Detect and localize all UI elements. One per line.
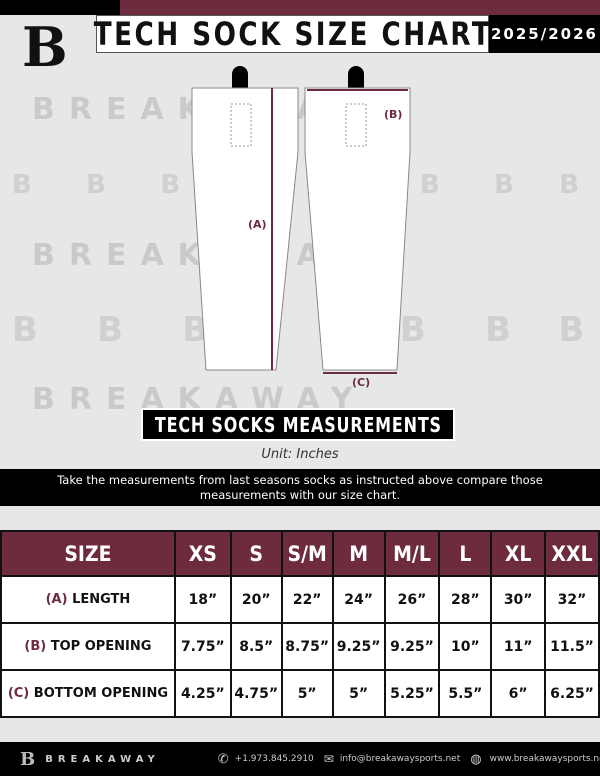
sock-tab-right xyxy=(348,66,364,94)
cell: 11” xyxy=(490,622,547,671)
footer-email[interactable]: info@breakawaysports.net xyxy=(339,754,461,764)
top-bar-maroon xyxy=(120,0,600,15)
cell: 32” xyxy=(544,575,600,624)
title-box: TECH SOCK SIZE CHART xyxy=(93,15,492,53)
cell: 6” xyxy=(490,669,547,718)
phone-icon: ✆ xyxy=(217,751,229,767)
sock-diagram xyxy=(191,66,411,374)
logo: B xyxy=(22,15,68,79)
cell: 30” xyxy=(490,575,547,624)
table-row: (A) LENGTH 18” 20” 22” 24” 26” 28” 30” 32” xyxy=(0,575,600,624)
cell: 6.25” xyxy=(544,669,600,718)
cell: 11.5” xyxy=(544,622,600,671)
row-label: (C) BOTTOM OPENING xyxy=(0,669,176,718)
size-header: SIZE xyxy=(0,530,176,577)
cell: 5.25” xyxy=(383,669,441,718)
top-bar-black xyxy=(0,0,120,15)
cell: 5.5” xyxy=(438,669,493,718)
cell: 4.75” xyxy=(229,669,283,718)
season: 2025/2026 xyxy=(491,25,598,43)
season-box: 2025/2026 xyxy=(489,15,600,53)
globe-icon: ◍ xyxy=(470,751,482,767)
size-xxl: XXL xyxy=(544,530,600,577)
sock-right xyxy=(304,87,411,371)
label-a: (A) xyxy=(248,218,267,231)
section-title: TECH SOCKS MEASUREMENTS xyxy=(154,412,442,437)
footer-phone[interactable]: +1.973.845.2910 xyxy=(234,754,314,764)
mail-icon: ✉ xyxy=(323,752,334,766)
row-label: (B) TOP OPENING xyxy=(0,622,176,671)
cell: 8.5” xyxy=(229,622,283,671)
table-row: (C) BOTTOM OPENING 4.25” 4.75” 5” 5” 5.25” 5.… xyxy=(0,669,600,718)
cell: 5” xyxy=(280,669,334,718)
footer: B BREAKAWAY ✆ +1.973.845.2910 ✉ info@bre… xyxy=(0,742,600,776)
cell: 28” xyxy=(438,575,493,624)
size-xs: XS xyxy=(173,530,232,577)
sock-left xyxy=(191,87,299,371)
size-l: L xyxy=(438,530,493,577)
row-label: (A) LENGTH xyxy=(0,575,176,624)
cell: 8.75” xyxy=(280,622,334,671)
cell: 7.75” xyxy=(173,622,232,671)
cell: 9.25” xyxy=(383,622,441,671)
instructions: Take the measurements from last seasons … xyxy=(57,472,543,502)
page-title: TECH SOCK SIZE CHART xyxy=(93,15,492,53)
size-sm: S/M xyxy=(280,530,334,577)
table-header-row: SIZE XS S S/M M M/L L XL XXL xyxy=(0,530,600,577)
footer-logo: B xyxy=(20,748,36,770)
section-title-box: TECH SOCKS MEASUREMENTS xyxy=(141,408,455,441)
cell: 10” xyxy=(438,622,493,671)
cell: 24” xyxy=(331,575,386,624)
table-row: (B) TOP OPENING 7.75” 8.5” 8.75” 9.25” 9.25”… xyxy=(0,622,600,671)
size-xl: XL xyxy=(490,530,547,577)
cell: 5” xyxy=(331,669,386,718)
size-m: M xyxy=(331,530,386,577)
size-s: S xyxy=(229,530,283,577)
footer-brand: BREAKAWAY xyxy=(45,753,160,765)
label-c: (C) xyxy=(352,376,371,389)
cell: 18” xyxy=(173,575,232,624)
cell: 4.25” xyxy=(173,669,232,718)
footer-website[interactable]: www.breakawaysports.net xyxy=(489,754,600,764)
cell: 9.25” xyxy=(331,622,386,671)
size-ml: M/L xyxy=(383,530,441,577)
size-table: SIZE XS S S/M M M/L L XL XXL (A) LENGTH … xyxy=(0,530,600,718)
cell: 26” xyxy=(383,575,441,624)
instructions-band: Take the measurements from last seasons … xyxy=(0,469,600,506)
cell: 22” xyxy=(280,575,334,624)
sock-tab-left xyxy=(232,66,248,94)
unit-label: Unit: Inches xyxy=(261,447,339,462)
label-b: (B) xyxy=(384,108,403,121)
cell: 20” xyxy=(229,575,283,624)
